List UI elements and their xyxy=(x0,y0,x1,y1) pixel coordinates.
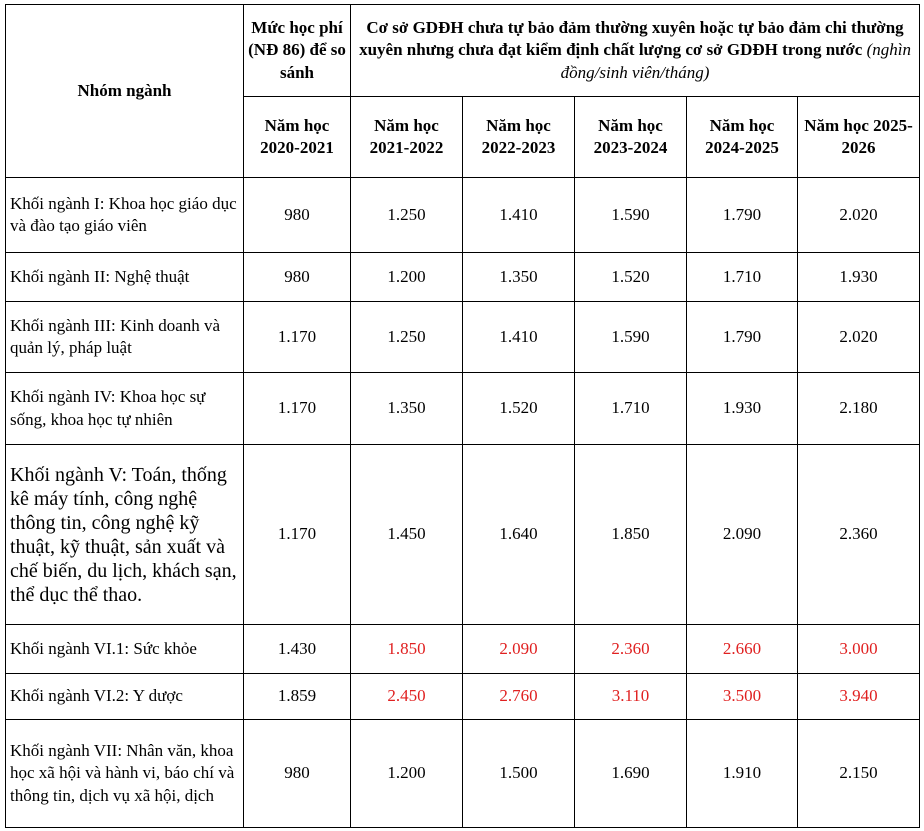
table-row: Khối ngành III: Kinh doanh và quản lý, p… xyxy=(5,301,921,373)
table-row: Khối ngành VI.2: Y dược 1.859 2.450 2.760 3.… xyxy=(5,673,921,720)
value-cell: 1.640 xyxy=(462,444,575,625)
row-name: Khối ngành IV: Khoa học sự sống, khoa họ… xyxy=(5,372,244,445)
value-cell: 2.020 xyxy=(796,177,921,253)
table-row: Khối ngành II: Nghệ thuật 980 1.200 1.350 1.… xyxy=(5,252,921,302)
value-cell: 1.850 xyxy=(350,624,463,674)
value-cell: 1.170 xyxy=(243,444,351,625)
value-cell: 1.790 xyxy=(686,177,798,253)
year-header: Năm học 2024-2025 xyxy=(686,96,798,178)
year-header: Năm học 2023-2024 xyxy=(574,96,687,178)
value-cell: 980 xyxy=(243,177,351,253)
value-cell: 1.430 xyxy=(243,624,351,674)
value-cell: 1.590 xyxy=(574,177,687,253)
fee-table: Nhóm ngành Mức học phí (NĐ 86) để so sán… xyxy=(5,4,921,828)
value-cell: 1.250 xyxy=(350,177,463,253)
year-header: Năm học 2025-2026 xyxy=(796,96,921,178)
value-cell: 2.760 xyxy=(462,673,575,720)
value-cell: 1.170 xyxy=(243,372,351,445)
row-name: Khối ngành I: Khoa học giáo dục và đào t… xyxy=(5,177,244,253)
unit: (nghìn đồng/sinh viên/tháng) xyxy=(560,40,911,82)
table-row: Khối ngành V: Toán, thống kê máy tính, c… xyxy=(5,444,921,625)
year-header: Năm học 2022-2023 xyxy=(462,96,575,178)
value-cell: 1.930 xyxy=(796,252,921,302)
value-cell: 1.520 xyxy=(574,252,687,302)
group-header: Nhóm ngành xyxy=(5,4,244,178)
value-cell: 1.200 xyxy=(350,719,463,828)
value-cell: 2.360 xyxy=(796,444,921,625)
row-name: Khối ngành III: Kinh doanh và quản lý, p… xyxy=(5,301,244,373)
table-row: Khối ngành VII: Nhân văn, khoa học xã hộ… xyxy=(5,719,921,828)
value-cell: 1.710 xyxy=(574,372,687,445)
table-row: Khối ngành I: Khoa học giáo dục và đào t… xyxy=(5,177,921,253)
table-row: Khối ngành IV: Khoa học sự sống, khoa họ… xyxy=(5,372,921,445)
value-cell: 1.410 xyxy=(462,301,575,373)
value-cell: 1.250 xyxy=(350,301,463,373)
value-cell: 1.350 xyxy=(462,252,575,302)
value-cell: 1.520 xyxy=(462,372,575,445)
value-cell: 2.660 xyxy=(686,624,798,674)
table-row: Khối ngành VI.1: Sức khỏe 1.430 1.850 2.090… xyxy=(5,624,921,674)
row-name: Khối ngành VII: Nhân văn, khoa học xã hộ… xyxy=(5,719,244,828)
value-cell: 2.090 xyxy=(686,444,798,625)
value-cell: 1.410 xyxy=(462,177,575,253)
row-name: Khối ngành V: Toán, thống kê máy tính, c… xyxy=(5,444,244,625)
value-cell: 1.850 xyxy=(574,444,687,625)
value-cell: 1.450 xyxy=(350,444,463,625)
main-title: Cơ sở GDĐH chưa tự bảo đảm thường xuyên … xyxy=(359,18,904,60)
value-cell: 1.930 xyxy=(686,372,798,445)
value-cell: 3.000 xyxy=(796,624,921,674)
value-cell: 3.940 xyxy=(796,673,921,720)
year-header: Năm học 2021-2022 xyxy=(350,96,463,178)
value-cell: 1.350 xyxy=(350,372,463,445)
value-cell: 1.590 xyxy=(574,301,687,373)
row-name: Khối ngành VI.1: Sức khỏe xyxy=(5,624,244,674)
value-cell: 980 xyxy=(243,719,351,828)
value-cell: 1.859 xyxy=(243,673,351,720)
value-cell: 2.450 xyxy=(350,673,463,720)
fee-header: Mức học phí (NĐ 86) để so sánh xyxy=(243,4,351,97)
value-cell: 1.790 xyxy=(686,301,798,373)
value-cell: 1.200 xyxy=(350,252,463,302)
main-header: Cơ sở GDĐH chưa tự bảo đảm thường xuyên … xyxy=(349,4,921,97)
value-cell: 980 xyxy=(243,252,351,302)
value-cell: 2.180 xyxy=(796,372,921,445)
value-cell: 1.500 xyxy=(462,719,575,828)
value-cell: 1.690 xyxy=(574,719,687,828)
value-cell: 2.090 xyxy=(462,624,575,674)
row-name: Khối ngành II: Nghệ thuật xyxy=(5,252,244,302)
value-cell: 2.360 xyxy=(574,624,687,674)
value-cell: 3.110 xyxy=(574,673,687,720)
row-name: Khối ngành VI.2: Y dược xyxy=(5,673,244,720)
value-cell: 2.150 xyxy=(796,719,921,828)
value-cell: 1.910 xyxy=(686,719,798,828)
value-cell: 2.020 xyxy=(796,301,921,373)
value-cell: 1.710 xyxy=(686,252,798,302)
value-cell: 1.170 xyxy=(243,301,351,373)
value-cell: 3.500 xyxy=(686,673,798,720)
year-header: Năm học 2020-2021 xyxy=(243,96,351,178)
